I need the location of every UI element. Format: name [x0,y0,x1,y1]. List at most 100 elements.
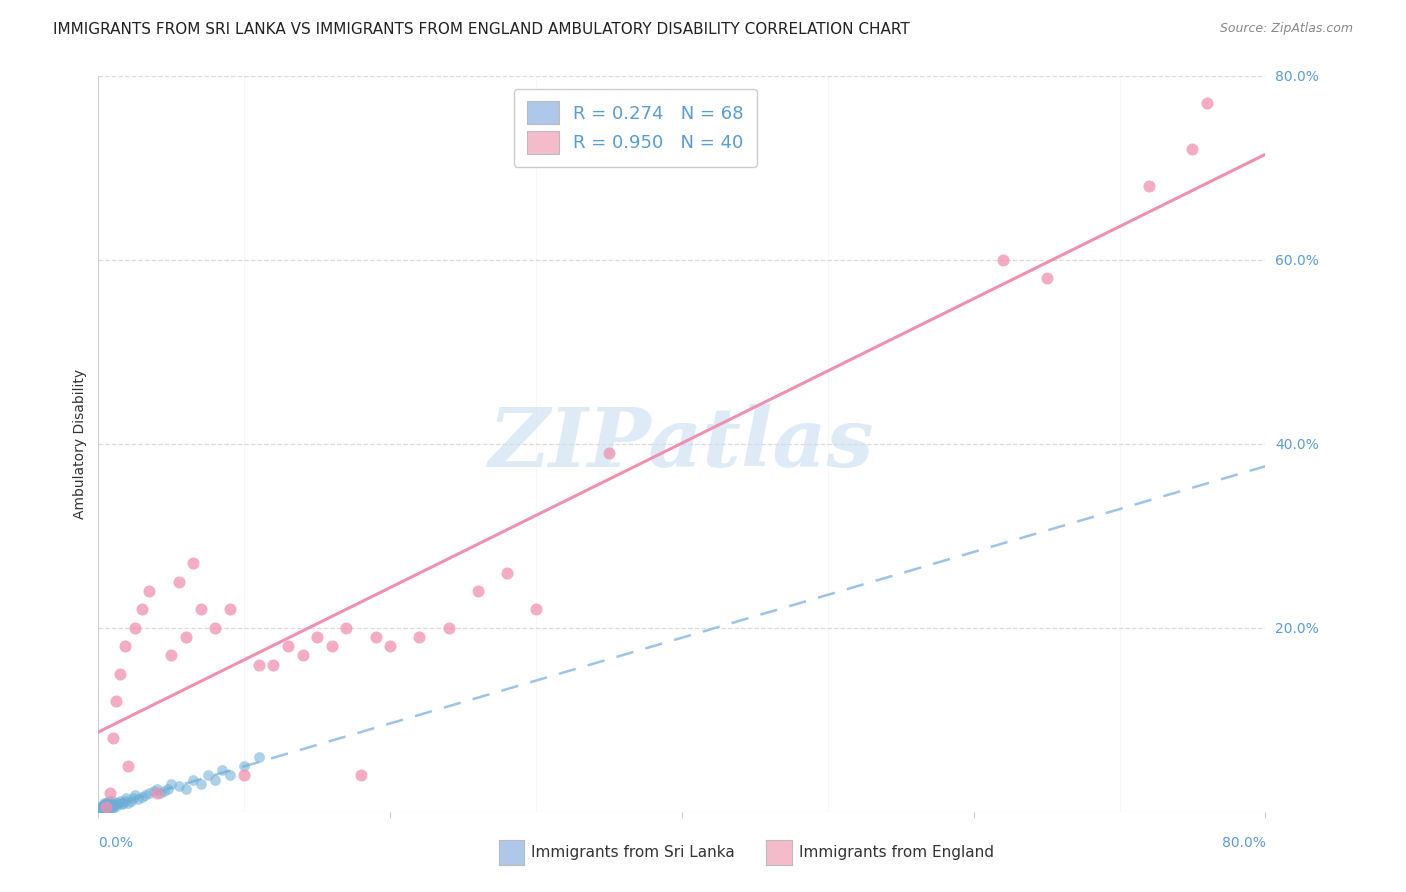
Point [291,648,314,663]
Point [96,800,118,814]
Point [93,800,115,814]
Point [94,799,117,814]
Point [98,802,121,816]
Point [262,657,284,672]
Point [247,657,270,672]
Point [93,797,115,811]
Point [134,788,156,802]
Point [122,791,145,805]
Point [91,804,114,818]
Text: IMMIGRANTS FROM SRI LANKA VS IMMIGRANTS FROM ENGLAND AMBULATORY DISABILITY CORRE: IMMIGRANTS FROM SRI LANKA VS IMMIGRANTS … [53,22,910,37]
Point [233,758,256,772]
Point [98,796,121,810]
Point [181,772,204,787]
Point [167,779,190,793]
Point [153,784,176,798]
Point [142,784,165,798]
Point [181,557,204,571]
Point [90,803,112,817]
Point [104,694,127,708]
Point [364,630,387,644]
Point [111,797,134,812]
Point [97,794,120,808]
Point [93,803,115,817]
Point [380,639,402,653]
Point [350,768,373,782]
Text: 80.0%: 80.0% [1222,836,1265,850]
Point [90,801,112,815]
Point [218,602,240,616]
Point [174,781,197,796]
Point [105,797,128,811]
Point [233,768,256,782]
Point [89,801,111,815]
Point [114,794,136,808]
Point [96,802,118,816]
Point [190,777,212,791]
Text: Source: ZipAtlas.com: Source: ZipAtlas.com [1219,22,1353,36]
Point [100,800,122,814]
Point [1035,271,1057,285]
Point [211,764,233,778]
Point [112,796,135,810]
Point [1181,142,1204,157]
Point [91,800,114,814]
Point [90,800,112,814]
Point [197,768,219,782]
Point [307,630,329,644]
Point [94,803,117,817]
Point [90,804,112,818]
Point [138,584,160,599]
Point [160,648,183,663]
Point [94,801,117,815]
Point [131,602,153,616]
Point [204,621,226,635]
Point [218,768,240,782]
Point [124,621,146,635]
Point [117,758,139,772]
Point [94,796,117,810]
Point [190,602,212,616]
Point [103,798,125,813]
Point [110,794,132,808]
Point [167,574,190,589]
Point [115,791,138,805]
Point [110,666,132,681]
Text: ZIPatlas: ZIPatlas [489,404,875,483]
Point [98,786,121,800]
Point [321,639,343,653]
Point [100,794,122,808]
Point [157,781,180,796]
Point [101,797,124,812]
Point [146,786,169,800]
Point [104,799,127,814]
Point [97,801,120,815]
Point [598,446,620,460]
Point [93,798,115,813]
Point [124,788,146,802]
Point [89,804,111,818]
Point [204,772,226,787]
Point [138,786,160,800]
Point [1137,179,1160,194]
Point [91,802,114,816]
Text: Immigrants from England: Immigrants from England [799,846,994,860]
Point [114,639,136,653]
Point [91,798,114,813]
Point [127,792,149,806]
Point [174,630,197,644]
Point [247,749,270,764]
Point [98,799,121,814]
Text: 0.0%: 0.0% [98,836,134,850]
Point [437,621,460,635]
Text: Immigrants from Sri Lanka: Immigrants from Sri Lanka [531,846,735,860]
Point [991,252,1014,267]
Point [335,621,357,635]
Legend: R = 0.274   N = 68, R = 0.950   N = 40: R = 0.274 N = 68, R = 0.950 N = 40 [513,88,756,167]
Point [108,796,131,810]
Point [408,630,430,644]
Point [93,802,115,816]
Point [91,803,114,817]
Point [97,798,120,813]
Point [131,790,153,805]
